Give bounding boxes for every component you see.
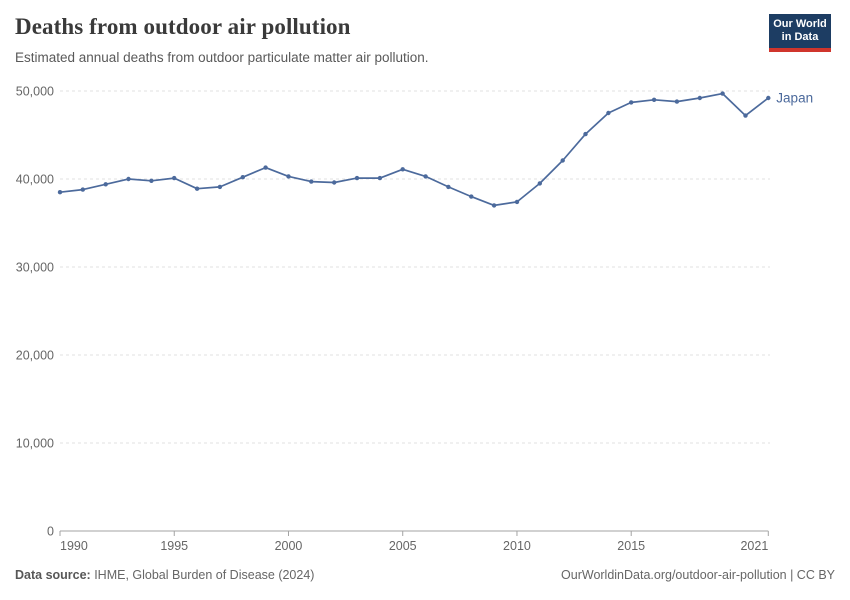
page-title: Deaths from outdoor air pollution <box>15 14 351 39</box>
chart-footer: Data source: IHME, Global Burden of Dise… <box>15 568 835 582</box>
data-point <box>263 165 268 170</box>
data-point <box>560 158 565 163</box>
data-point <box>172 175 177 181</box>
owid-logo-line1: Our World <box>773 18 827 30</box>
x-axis-tick-label: 1990 <box>60 539 88 553</box>
data-point <box>720 91 725 96</box>
data-point <box>491 203 497 208</box>
data-point <box>217 184 223 190</box>
data-point <box>674 99 680 104</box>
data-source-label: Data source: <box>15 568 91 582</box>
data-point <box>606 110 611 116</box>
x-axis-tick-label: 2015 <box>617 539 645 553</box>
data-point <box>446 184 451 190</box>
y-axis-tick-label: 50,000 <box>16 85 54 99</box>
y-axis-tick-label: 10,000 <box>16 437 54 451</box>
x-axis-tick-label: 2005 <box>389 539 417 553</box>
x-axis-tick-label: 2010 <box>503 539 531 553</box>
data-point <box>583 131 588 137</box>
data-point <box>80 187 86 192</box>
y-axis-tick-label: 0 <box>47 525 54 539</box>
y-axis-tick-label: 40,000 <box>16 173 54 187</box>
data-point <box>629 100 634 105</box>
x-axis-tick-label: 2021 <box>740 539 768 553</box>
x-axis-tick-label: 2000 <box>275 539 303 553</box>
data-point <box>309 179 314 184</box>
data-point <box>697 95 702 101</box>
data-point <box>103 182 108 187</box>
data-point <box>400 167 405 172</box>
series-line <box>59 92 770 207</box>
data-point <box>766 95 771 101</box>
license-link: OurWorldinData.org/outdoor-air-pollution… <box>561 568 835 582</box>
data-point <box>743 113 748 118</box>
y-axis-tick-label: 20,000 <box>16 349 54 363</box>
data-point <box>286 174 291 179</box>
data-point <box>332 180 337 185</box>
owid-logo-line2: in Data <box>781 31 819 43</box>
owid-logo: Our World in Data <box>769 14 831 52</box>
data-point <box>354 175 360 181</box>
data-point <box>423 174 428 179</box>
data-point <box>240 175 245 180</box>
data-point <box>57 190 63 195</box>
data-point <box>537 181 542 186</box>
data-source: Data source: IHME, Global Burden of Dise… <box>15 568 314 582</box>
data-point <box>469 194 474 199</box>
y-axis-tick-label: 30,000 <box>16 261 54 275</box>
data-point <box>126 176 131 182</box>
data-point <box>377 175 383 181</box>
page-subtitle: Estimated annual deaths from outdoor par… <box>15 50 429 65</box>
data-source-text: IHME, Global Burden of Disease (2024) <box>90 568 315 582</box>
data-point <box>514 199 520 205</box>
x-axis-tick-label: 1995 <box>160 539 188 553</box>
data-point <box>651 97 657 103</box>
data-point <box>149 178 154 183</box>
entity-label: Japan <box>776 91 813 106</box>
data-point <box>194 186 200 191</box>
